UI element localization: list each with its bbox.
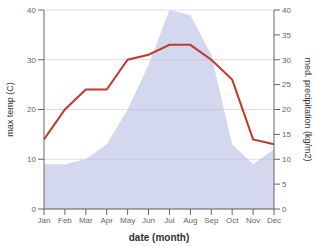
svg-text:Aug: Aug [183, 216, 197, 225]
svg-text:35: 35 [282, 31, 291, 40]
svg-text:15: 15 [282, 130, 291, 139]
svg-text:Sep: Sep [204, 216, 219, 225]
svg-text:Dec: Dec [267, 216, 281, 225]
svg-text:Oct: Oct [226, 216, 239, 225]
svg-text:Jan: Jan [38, 216, 51, 225]
svg-text:20: 20 [282, 105, 291, 114]
svg-text:May: May [120, 216, 135, 225]
svg-text:40: 40 [282, 6, 291, 15]
svg-text:0: 0 [282, 205, 287, 214]
svg-text:5: 5 [282, 180, 287, 189]
svg-text:Mar: Mar [79, 216, 93, 225]
svg-text:max temp (C): max temp (C) [8, 82, 15, 137]
svg-text:Jul: Jul [164, 216, 174, 225]
svg-text:10: 10 [282, 155, 291, 164]
svg-text:Jun: Jun [142, 216, 155, 225]
svg-text:Nov: Nov [246, 216, 260, 225]
svg-text:25: 25 [282, 80, 291, 89]
svg-text:0: 0 [32, 205, 37, 214]
svg-text:Apr: Apr [101, 216, 114, 225]
svg-text:Feb: Feb [58, 216, 72, 225]
svg-text:30: 30 [282, 56, 291, 65]
svg-text:40: 40 [27, 6, 36, 15]
svg-text:10: 10 [27, 155, 36, 164]
svg-text:med. precipitation (kg/m2): med. precipitation (kg/m2) [303, 57, 310, 161]
svg-text:date (month): date (month) [129, 232, 190, 243]
svg-text:20: 20 [27, 105, 36, 114]
svg-text:30: 30 [27, 56, 36, 65]
